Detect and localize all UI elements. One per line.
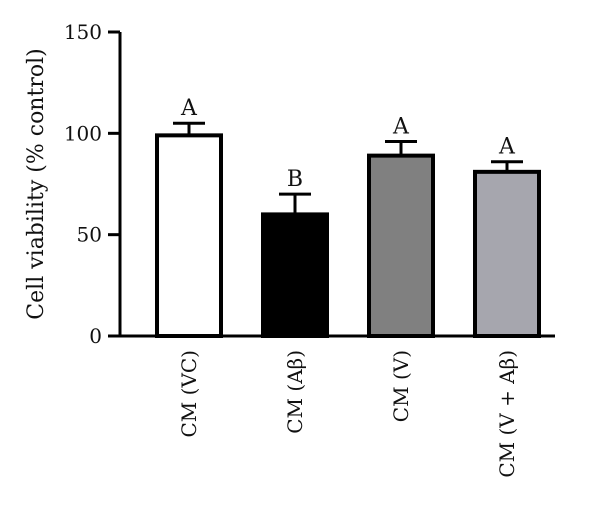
significance-label: A — [180, 96, 198, 121]
y-axis-label: Cell viability (% control) — [24, 48, 49, 319]
bars — [155, 121, 541, 338]
y-tick-label: 100 — [64, 121, 102, 145]
category-label: CM (Aβ) — [283, 350, 307, 434]
category-label: CM (V + Aβ) — [495, 350, 519, 478]
category-label: CM (V) — [389, 350, 413, 422]
y-tick-label: 150 — [64, 20, 102, 44]
bar — [155, 133, 223, 338]
y-tick-label: 0 — [89, 324, 102, 348]
category-label: CM (VC) — [177, 350, 201, 438]
labels: 0 50 100 150 Cell viability (% control) A CM (… — [24, 20, 519, 478]
y-tick-label: 50 — [77, 223, 102, 247]
bar — [261, 212, 329, 338]
bar — [473, 169, 541, 338]
significance-label: A — [498, 135, 516, 160]
bar — [367, 153, 435, 338]
significance-label: B — [287, 167, 303, 192]
significance-label: A — [392, 114, 410, 139]
